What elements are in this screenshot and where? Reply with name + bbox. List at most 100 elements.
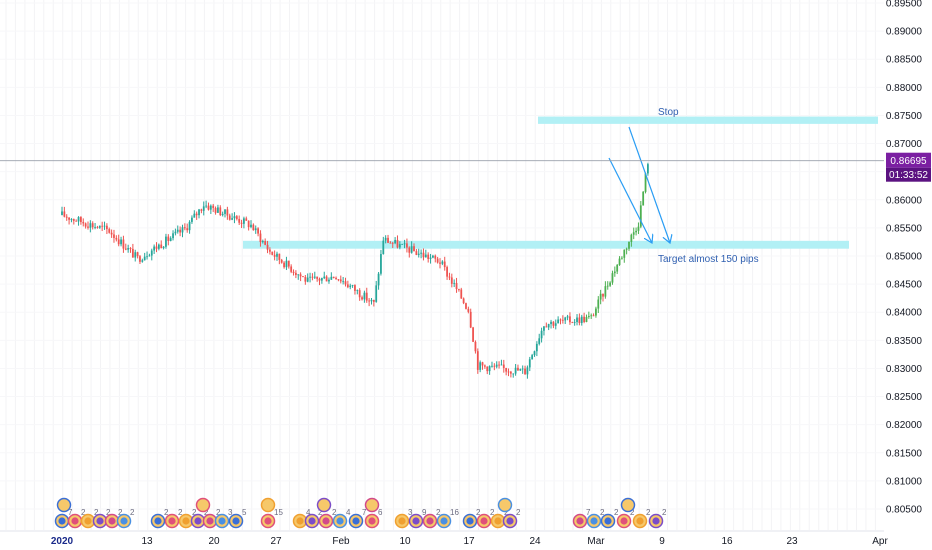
candle-body <box>290 266 293 272</box>
candle-body <box>590 315 593 317</box>
candle-body <box>611 273 614 283</box>
event-badge-count: 4 <box>306 508 311 517</box>
candle-body <box>599 293 602 300</box>
candle-body <box>113 234 115 238</box>
candle-body <box>606 285 609 287</box>
candle-body <box>80 217 82 222</box>
candle-body <box>356 290 359 292</box>
candle-body <box>372 299 375 302</box>
event-badge: 15 <box>260 508 283 529</box>
candle-body <box>94 226 96 228</box>
candle-body <box>150 250 153 256</box>
candle-body <box>75 220 78 222</box>
candle-body <box>261 241 264 243</box>
candle-body <box>287 260 290 267</box>
candle-body <box>547 324 550 328</box>
candle-body <box>566 316 569 318</box>
candle-body <box>103 225 106 227</box>
candle-body <box>122 239 125 249</box>
candle-body <box>597 299 600 309</box>
candle-body <box>625 248 628 250</box>
candle-body <box>415 251 418 255</box>
event-badge-dot <box>590 517 598 525</box>
event-badge-count: 2 <box>178 508 183 517</box>
candle-body <box>162 246 165 249</box>
event-badge-count: 2 <box>216 508 221 517</box>
candle-body <box>632 232 635 235</box>
event-badge-dot <box>440 517 448 525</box>
event-badge-dot <box>206 517 214 525</box>
event-badge: 2 <box>92 508 111 529</box>
candle-body <box>209 205 212 210</box>
candle-body <box>63 211 66 217</box>
target-label: Target almost 150 pips <box>658 254 759 265</box>
event-badge: 2 <box>190 508 209 529</box>
candle-body <box>294 272 297 275</box>
candle-body <box>630 234 633 242</box>
event-badge-dot <box>604 517 612 525</box>
candle-body <box>320 278 323 281</box>
candle-body <box>89 223 92 228</box>
event-badge: 2 <box>422 508 441 529</box>
event-badge: 2 <box>116 508 135 529</box>
event-badge: 9 <box>408 508 427 529</box>
candle-body <box>250 224 252 228</box>
candle-body <box>155 246 158 249</box>
candle-body <box>228 215 231 220</box>
time-tick-label: 24 <box>529 536 541 547</box>
candle-body <box>91 223 94 228</box>
candle-body <box>505 367 508 372</box>
candle-body <box>573 322 576 323</box>
event-badge-count: 2 <box>318 508 323 517</box>
candle-body <box>127 248 130 250</box>
candle-body <box>167 236 170 241</box>
candle-body <box>441 261 444 264</box>
arrow-to-target-2 <box>628 126 670 243</box>
time-tick-label: Mar <box>587 536 605 547</box>
candle-body <box>538 338 541 344</box>
stop-zone <box>538 116 878 124</box>
candle-body <box>131 248 134 258</box>
candle-body <box>72 219 75 221</box>
price-axis[interactable]: 0.89500 0.89000 0.88500 0.88000 0.87500 0.870… <box>886 0 923 516</box>
time-tick-label: 13 <box>141 536 153 547</box>
event-badge: 2 <box>67 508 86 529</box>
candle-body <box>174 231 177 234</box>
price-tick-label: 0.82500 <box>886 392 923 403</box>
event-badge-upper <box>620 497 636 513</box>
candle-body <box>309 276 311 278</box>
target-zone <box>243 240 849 249</box>
event-badge-count: 7 <box>68 508 73 517</box>
candle-body <box>587 316 590 318</box>
candle-body <box>391 242 394 244</box>
candle-body <box>179 229 182 233</box>
candle-body <box>432 255 434 258</box>
candle-body <box>273 254 276 257</box>
event-badge-dot <box>120 517 128 525</box>
event-badge: 2 <box>202 508 221 529</box>
candle-body <box>521 368 524 370</box>
candle-body <box>332 276 335 278</box>
candle-body <box>401 244 404 245</box>
candle-body <box>483 365 486 367</box>
candle-body <box>146 256 148 258</box>
event-badge-count: 6 <box>378 508 383 517</box>
event-badge-dot <box>96 517 104 525</box>
current-price-tag: 0.86695 01:33:52 <box>0 152 931 182</box>
time-axis[interactable]: 2020 13 20 27 Feb 10 17 24 Mar 9 16 23 Apr <box>0 530 888 547</box>
candle-body <box>252 224 255 231</box>
candle-body <box>235 216 238 219</box>
candle-body <box>153 246 156 251</box>
event-badge-dot <box>426 517 434 525</box>
zone-labels: Stop Target almost 150 pips <box>658 107 759 265</box>
candle-body <box>276 253 278 257</box>
candle-body <box>417 253 420 255</box>
candle-body <box>380 254 382 274</box>
event-badge-dot <box>84 517 92 525</box>
candle-body <box>623 249 626 258</box>
candle-body <box>186 228 189 231</box>
candle-body <box>377 273 380 286</box>
candle-body <box>533 351 536 356</box>
candle-body <box>552 321 555 326</box>
